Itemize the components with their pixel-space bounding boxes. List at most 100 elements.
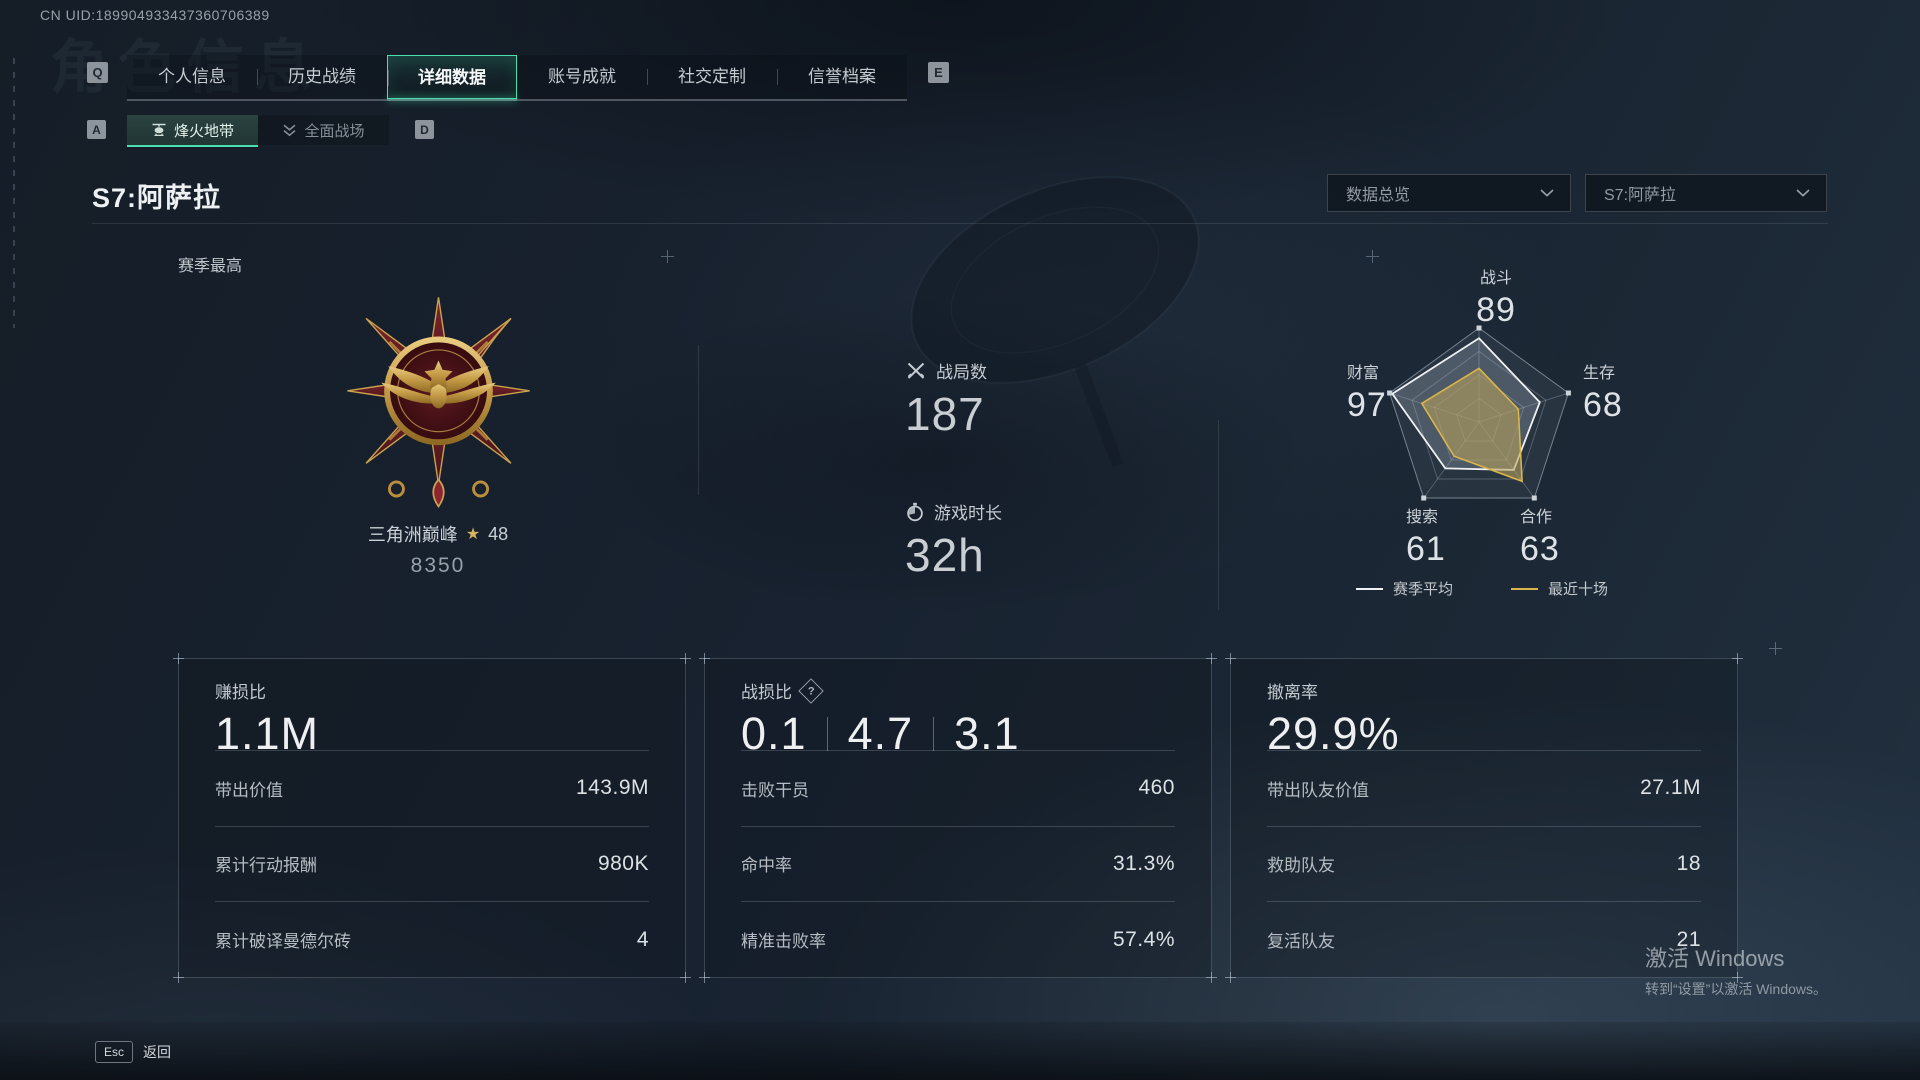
dropdown-value: 数据总览 (1346, 187, 1411, 204)
player-uid: CN UID:189904933437360706389 (40, 7, 270, 23)
row-value: 21 (1676, 927, 1701, 951)
dropdown-value: S7:阿萨拉 (1604, 187, 1677, 204)
footer-band (0, 1022, 1920, 1080)
white-line-swatch (1356, 587, 1383, 590)
radar-plot (1387, 325, 1571, 501)
medal-level: 48 (488, 523, 509, 544)
radar-axis-combat: 战斗 89 (1476, 270, 1516, 330)
subtab-label: 全面战场 (304, 122, 365, 140)
tab-detailed-stats[interactable]: 详细数据 (387, 55, 517, 101)
stat-value: 187 (905, 388, 985, 440)
row-label: 累计行动报酬 (215, 856, 317, 876)
corner-mark (1732, 972, 1743, 983)
tab-social-custom[interactable]: 社交定制 (647, 55, 777, 99)
card-title: 战损比 (741, 683, 792, 702)
stopwatch-icon (907, 502, 923, 521)
card-row: 带出价值 143.9M (215, 750, 649, 826)
corner-mark (699, 653, 710, 664)
corner-mark (699, 972, 710, 983)
tab-reputation-file[interactable]: 信誉档案 (777, 55, 907, 99)
row-label: 命中率 (741, 856, 792, 876)
radar-axis-survival: 生存 68 (1583, 365, 1623, 425)
helicopter-icon (152, 123, 166, 137)
corner-mark (1225, 972, 1236, 983)
radar-chart: 战斗 89 生存 68 合作 63 搜索 61 财富 97 赛季平均 最近十场 (1330, 265, 1662, 615)
card-row: 击败干员 460 (741, 750, 1175, 826)
key-hint-q: Q (87, 62, 108, 83)
season-select-dropdown[interactable]: S7:阿萨拉 (1585, 174, 1827, 212)
corner-mark (173, 972, 184, 983)
row-value: 18 (1676, 851, 1701, 875)
row-label: 精准击败率 (741, 932, 826, 952)
plus-mark-decoration (661, 250, 674, 263)
key-hint-a: A (87, 120, 106, 139)
card-big-value: 0.1 4.7 3.1 (741, 708, 1020, 759)
row-label: 带出队友价值 (1267, 780, 1369, 800)
row-label: 累计破译曼德尔砖 (215, 932, 351, 952)
row-value: 980K (597, 851, 649, 875)
row-value: 57.4% (1112, 927, 1175, 951)
card-title: 赚损比 (215, 683, 266, 702)
card-kd-ratio: 战损比? 0.1 4.7 3.1 击败干员 460 命中率 31.3% 精准击败率 57.4% (699, 653, 1217, 983)
chevron-down-icon (1540, 189, 1554, 197)
data-overview-dropdown[interactable]: 数据总览 (1327, 174, 1571, 212)
row-label: 复活队友 (1267, 932, 1335, 952)
row-value: 27.1M (1640, 776, 1701, 800)
row-value: 143.9M (575, 776, 649, 800)
card-row: 累计破译曼德尔砖 4 (215, 901, 649, 977)
overview-stats: 战局数 187 游戏时长 32h (905, 358, 1125, 582)
page-title: S7:阿萨拉 (92, 183, 222, 213)
card-big-value: 29.9% (1267, 708, 1400, 759)
corner-mark (680, 653, 691, 664)
key-hint-d: D (415, 120, 434, 139)
section-divider (698, 345, 699, 495)
corner-mark (173, 653, 184, 664)
radar-axis-search: 搜索 61 (1406, 509, 1446, 569)
stat-value: 32h (905, 529, 985, 581)
tab-personal-info[interactable]: 个人信息 (158, 67, 226, 86)
plus-mark-decoration (1769, 642, 1782, 655)
tab-underline (127, 99, 907, 101)
stat-label: 游戏时长 (934, 504, 1002, 523)
card-row: 带出队友价值 27.1M (1267, 750, 1701, 826)
radar-legend: 赛季平均 最近十场 (1356, 578, 1608, 599)
key-hint-e: E (928, 62, 949, 83)
row-value: 4 (636, 927, 649, 951)
title-divider (92, 223, 1828, 224)
radar-axis-wealth: 财富 97 (1347, 365, 1387, 425)
tab-bar: 个人信息 历史战绩 详细数据 账号成就 社交定制 信誉档案 (127, 55, 907, 101)
tab-account-achievements[interactable]: 账号成就 (548, 67, 616, 86)
season-best-label: 赛季最高 (178, 258, 243, 275)
card-extraction-rate: 撤离率 29.9% 带出队友价值 27.1M 救助队友 18 复活队友 21 (1225, 653, 1743, 983)
subtab-label: 烽火地带 (173, 122, 234, 140)
corner-mark (1225, 653, 1236, 664)
play-time-stat: 游戏时长 32h (905, 499, 1125, 582)
help-icon[interactable]: ? (798, 677, 824, 704)
subtab-fire-zone[interactable]: 烽火地带 (127, 115, 258, 147)
battles-count-stat: 战局数 187 (905, 358, 1125, 441)
subtab-full-battlefield[interactable]: 全面战场 (258, 115, 389, 145)
esc-key-hint: Esc (95, 1041, 134, 1063)
chevron-down-icon (1796, 189, 1810, 197)
back-button[interactable]: Esc 返回 (95, 1041, 171, 1063)
row-label: 击败干员 (741, 780, 809, 800)
subtab-bar: 烽火地带 全面战场 (127, 115, 389, 147)
gold-line-swatch (1511, 587, 1539, 590)
card-row: 救助队友 18 (1267, 825, 1701, 902)
radar-axis-cooperation: 合作 63 (1520, 509, 1560, 569)
double-chevron-icon (283, 124, 296, 136)
corner-mark (1206, 653, 1217, 664)
crossed-swords-icon (907, 362, 925, 379)
plus-mark-decoration (1366, 250, 1379, 263)
card-row: 精准击败率 57.4% (741, 901, 1175, 977)
card-big-value: 1.1M (215, 708, 320, 759)
corner-mark (680, 972, 691, 983)
section-divider (1218, 420, 1219, 610)
rank-medal-image (346, 297, 530, 509)
tab-match-history[interactable]: 历史战绩 (257, 55, 387, 99)
stat-cards-row: 赚损比 1.1M 带出价值 143.9M 累计行动报酬 980K 累计破译曼德尔砖 4 战损比?… (173, 653, 1743, 983)
row-label: 救助队友 (1267, 856, 1335, 876)
medal-name: 三角洲巅峰 (367, 525, 458, 545)
row-value: 460 (1138, 776, 1175, 800)
card-row: 命中率 31.3% (741, 825, 1175, 902)
